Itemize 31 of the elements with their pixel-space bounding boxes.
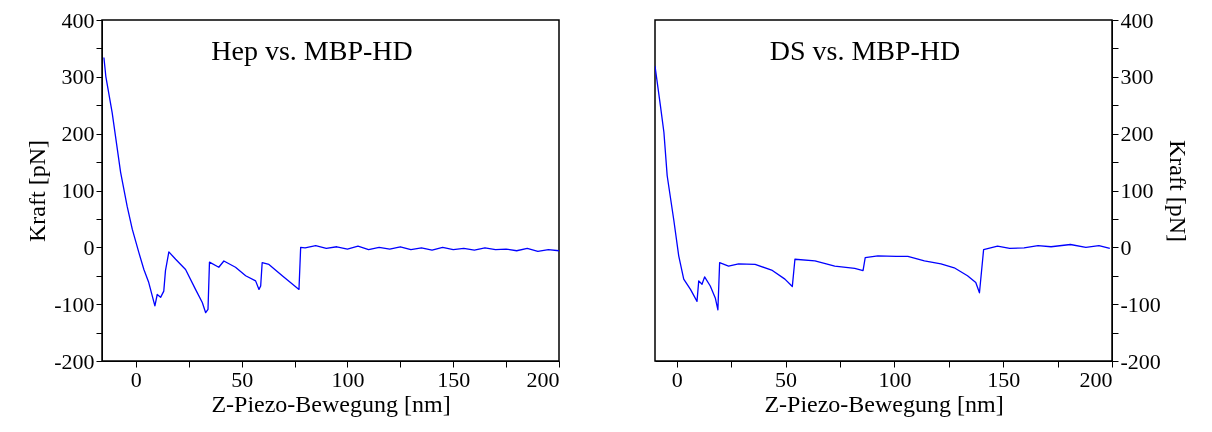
y-tick-label: 100 — [61, 178, 95, 203]
x-tick-label: 50 — [231, 366, 254, 392]
x-tick-label: 150 — [437, 366, 471, 392]
x-tick-label: 200 — [1079, 366, 1113, 392]
y2-tick-label: 300 — [1120, 64, 1154, 90]
x-axis-title: Z-Piezo-Bewegung [nm] — [211, 390, 451, 417]
y-axis-title: Kraft [pN] — [24, 140, 51, 242]
x-tick-label: 0 — [671, 366, 683, 392]
y2-tick-label: 100 — [1120, 178, 1154, 203]
line-series — [655, 65, 1111, 311]
y2-tick-label: 400 — [1120, 7, 1154, 33]
y-tick-label: 200 — [61, 121, 95, 147]
y2-tick-label: -100 — [1120, 291, 1161, 317]
y-tick-label: -100 — [54, 291, 95, 317]
y-tick-label: -200 — [54, 348, 95, 374]
x-tick-label: 100 — [331, 366, 365, 392]
y-tick-label: 400 — [61, 7, 95, 33]
annotation: Hep vs. MBP-HD — [211, 35, 413, 66]
x-tick-label: 150 — [987, 366, 1021, 392]
y2-tick-label: -200 — [1120, 348, 1161, 374]
x-tick-label: 100 — [878, 366, 912, 392]
y2-tick-label: 200 — [1120, 121, 1154, 147]
annotation: DS vs. MBP-HD — [769, 35, 961, 66]
y-tick-label: 300 — [61, 64, 95, 90]
x-axis-title: Z-Piezo-Bewegung [nm] — [764, 390, 1004, 417]
x-tick-label: 200 — [526, 366, 560, 392]
y2-tick-label: 0 — [1120, 234, 1132, 260]
x-tick-label: 0 — [130, 366, 142, 392]
x-tick-label: 50 — [775, 366, 798, 392]
y-tick-label: 0 — [83, 234, 95, 260]
y2-axis-title: Kraft [pN] — [1164, 140, 1191, 242]
